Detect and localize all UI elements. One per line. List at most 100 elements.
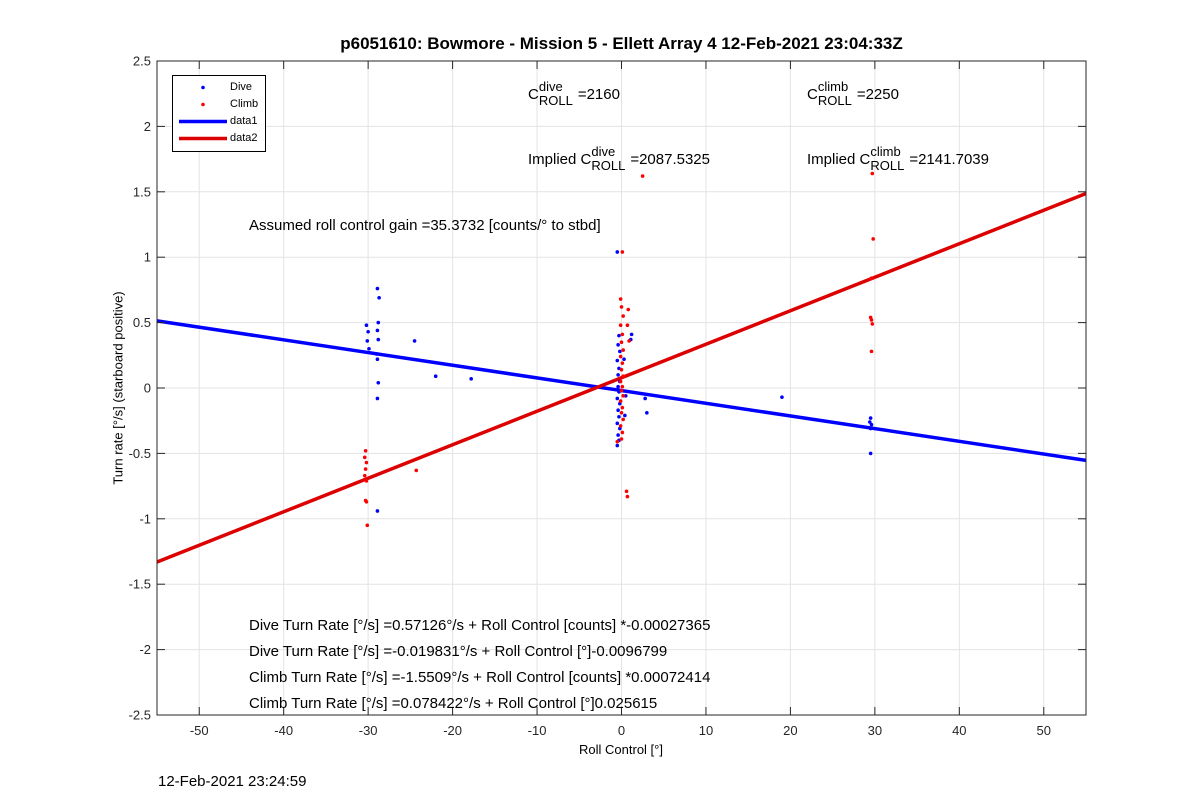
climb-point bbox=[619, 388, 624, 393]
dive-point bbox=[629, 332, 634, 337]
legend-climb-marker bbox=[201, 102, 205, 107]
x-tick-label: -10 bbox=[528, 723, 547, 738]
climb-point bbox=[620, 332, 625, 337]
dive-point bbox=[469, 377, 473, 381]
climb-point bbox=[364, 460, 369, 465]
dive-point bbox=[867, 420, 872, 424]
x-axis-label: Roll Control [°] bbox=[579, 742, 663, 757]
y-axis-label: Turn rate [°/s] (starboard positive) bbox=[110, 291, 126, 485]
dive-point bbox=[643, 396, 647, 401]
x-tick-label: 0 bbox=[618, 723, 625, 738]
climb-point bbox=[620, 384, 625, 389]
y-tick-label: 2.5 bbox=[133, 54, 151, 69]
dive-point bbox=[615, 396, 620, 401]
dive-point bbox=[615, 358, 620, 363]
climb-point bbox=[621, 417, 625, 422]
fit-line-data2 bbox=[156, 191, 1087, 564]
climb-point bbox=[620, 430, 625, 435]
legend-climb-label: Climb bbox=[230, 98, 259, 110]
dive-point bbox=[375, 357, 380, 362]
dive-point bbox=[412, 339, 417, 343]
dive-point bbox=[615, 250, 620, 254]
climb-point bbox=[618, 379, 623, 384]
climb-point bbox=[414, 468, 419, 473]
climb-point bbox=[869, 318, 874, 322]
x-tick-label: -50 bbox=[190, 723, 209, 738]
x-tick-label: 50 bbox=[1037, 723, 1051, 738]
dive-point bbox=[433, 374, 438, 379]
legend-dive-marker bbox=[201, 85, 205, 90]
x-tick-label: -20 bbox=[443, 723, 462, 738]
y-tick-label: 1 bbox=[144, 250, 151, 265]
climb-point bbox=[364, 479, 369, 483]
x-tick-label: 10 bbox=[699, 723, 713, 738]
dive-point bbox=[376, 380, 381, 385]
dive-point bbox=[868, 426, 873, 431]
dive-point bbox=[868, 451, 873, 456]
climb-point bbox=[615, 439, 620, 444]
dive-point bbox=[375, 328, 380, 333]
y-tick-label: -1 bbox=[139, 511, 151, 526]
climb-point bbox=[364, 499, 369, 504]
y-tick-label: -2 bbox=[139, 642, 151, 657]
dive-point bbox=[645, 411, 649, 415]
climb-point bbox=[618, 323, 623, 328]
y-tick-label: 1.5 bbox=[133, 184, 151, 199]
climb-point bbox=[869, 349, 874, 354]
dive-point bbox=[615, 443, 620, 448]
dive-point bbox=[376, 320, 381, 325]
climb-point bbox=[620, 250, 625, 254]
legend-data1-line bbox=[179, 119, 227, 124]
dive-point bbox=[623, 394, 628, 398]
fit-annotation-climb-degrees: Climb Turn Rate [°/s] =0.078422°/s + Rol… bbox=[249, 695, 658, 712]
dive-point bbox=[616, 343, 620, 347]
climb-point bbox=[618, 354, 623, 359]
dive-point bbox=[374, 352, 379, 356]
dive-point bbox=[869, 422, 874, 427]
legend: Dive Climb data1 data2 bbox=[172, 75, 266, 152]
legend-item-data1: data1 bbox=[173, 114, 265, 129]
y-tick-label: 2 bbox=[144, 119, 151, 134]
dive-point bbox=[617, 333, 621, 338]
legend-item-dive: Dive bbox=[173, 80, 265, 95]
climb-point bbox=[621, 348, 625, 352]
x-tick-label: 30 bbox=[868, 723, 882, 738]
dive-point bbox=[780, 395, 784, 399]
climb-point bbox=[870, 171, 875, 176]
y-tick-label: 0 bbox=[144, 381, 151, 396]
fit-annotation-dive-degrees: Dive Turn Rate [°/s] =-0.019831°/s + Rol… bbox=[249, 643, 668, 660]
dive-point bbox=[616, 408, 620, 413]
dive-point bbox=[377, 295, 381, 300]
climb-point bbox=[362, 473, 367, 478]
y-tick-label: -0.5 bbox=[129, 446, 151, 461]
x-tick-label: 20 bbox=[783, 723, 797, 738]
climb-point bbox=[621, 374, 625, 379]
climb-point bbox=[619, 305, 624, 309]
dive-point bbox=[622, 357, 626, 362]
dive-point bbox=[364, 323, 369, 328]
dive-point bbox=[623, 413, 627, 418]
climb-point bbox=[618, 297, 623, 301]
legend-data2-line bbox=[179, 136, 227, 141]
climb-point bbox=[870, 322, 875, 326]
climb-point bbox=[618, 399, 623, 403]
y-tick-label: -2.5 bbox=[129, 708, 151, 723]
gain-annotation: Assumed roll control gain =35.3732 [coun… bbox=[249, 217, 601, 234]
dive-point bbox=[375, 286, 380, 291]
print-timestamp: 12-Feb-2021 23:24:59 bbox=[158, 773, 307, 790]
dive-point bbox=[375, 509, 380, 513]
climb-point bbox=[619, 367, 624, 372]
dive-point bbox=[617, 414, 621, 419]
climb-point bbox=[620, 405, 625, 410]
climb-point bbox=[618, 424, 623, 428]
climb-point bbox=[363, 467, 368, 471]
legend-data2-label: data2 bbox=[230, 132, 258, 144]
y-tick-label: 0.5 bbox=[133, 315, 151, 330]
climb-point bbox=[619, 437, 624, 441]
climb-point bbox=[619, 340, 624, 345]
